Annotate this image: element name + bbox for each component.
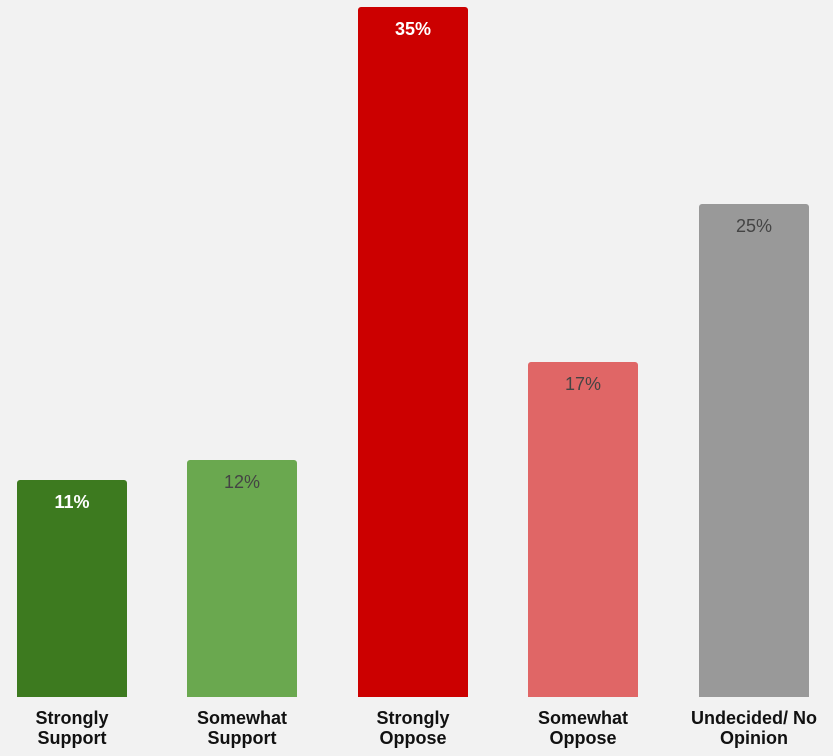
category-label-line: Support xyxy=(207,728,277,748)
bar-4: 25% xyxy=(699,204,809,697)
category-label-line: Somewhat xyxy=(537,708,629,728)
bar-2: 35% xyxy=(358,7,468,697)
category-label: Strongly Support xyxy=(0,708,147,748)
category-label-line: Strongly xyxy=(376,708,450,728)
bar-value-label: 12% xyxy=(223,472,261,492)
category-label-line: Support xyxy=(37,728,107,748)
bar-1: 12% xyxy=(187,460,297,697)
bar-value-label: 25% xyxy=(735,216,773,236)
bar-value-label: 35% xyxy=(394,19,432,39)
bar-value-label: 17% xyxy=(564,374,602,394)
category-label: Undecided/ No Opinion xyxy=(679,708,829,748)
category-label-line: Oppose xyxy=(379,728,447,748)
category-label-line: Strongly xyxy=(35,708,109,728)
category-label-line: Somewhat xyxy=(196,708,288,728)
category-label: Somewhat Support xyxy=(167,708,317,748)
category-label-line: Opinion xyxy=(720,728,788,748)
category-label-line: Undecided/ No xyxy=(690,708,817,728)
category-label-line: Oppose xyxy=(549,728,617,748)
category-label: Somewhat Oppose xyxy=(508,708,658,748)
category-label: Strongly Oppose xyxy=(338,708,488,748)
bar-value-label: 11% xyxy=(54,492,90,512)
bar-3: 17% xyxy=(528,362,638,697)
bar-0: 11% xyxy=(17,480,127,697)
